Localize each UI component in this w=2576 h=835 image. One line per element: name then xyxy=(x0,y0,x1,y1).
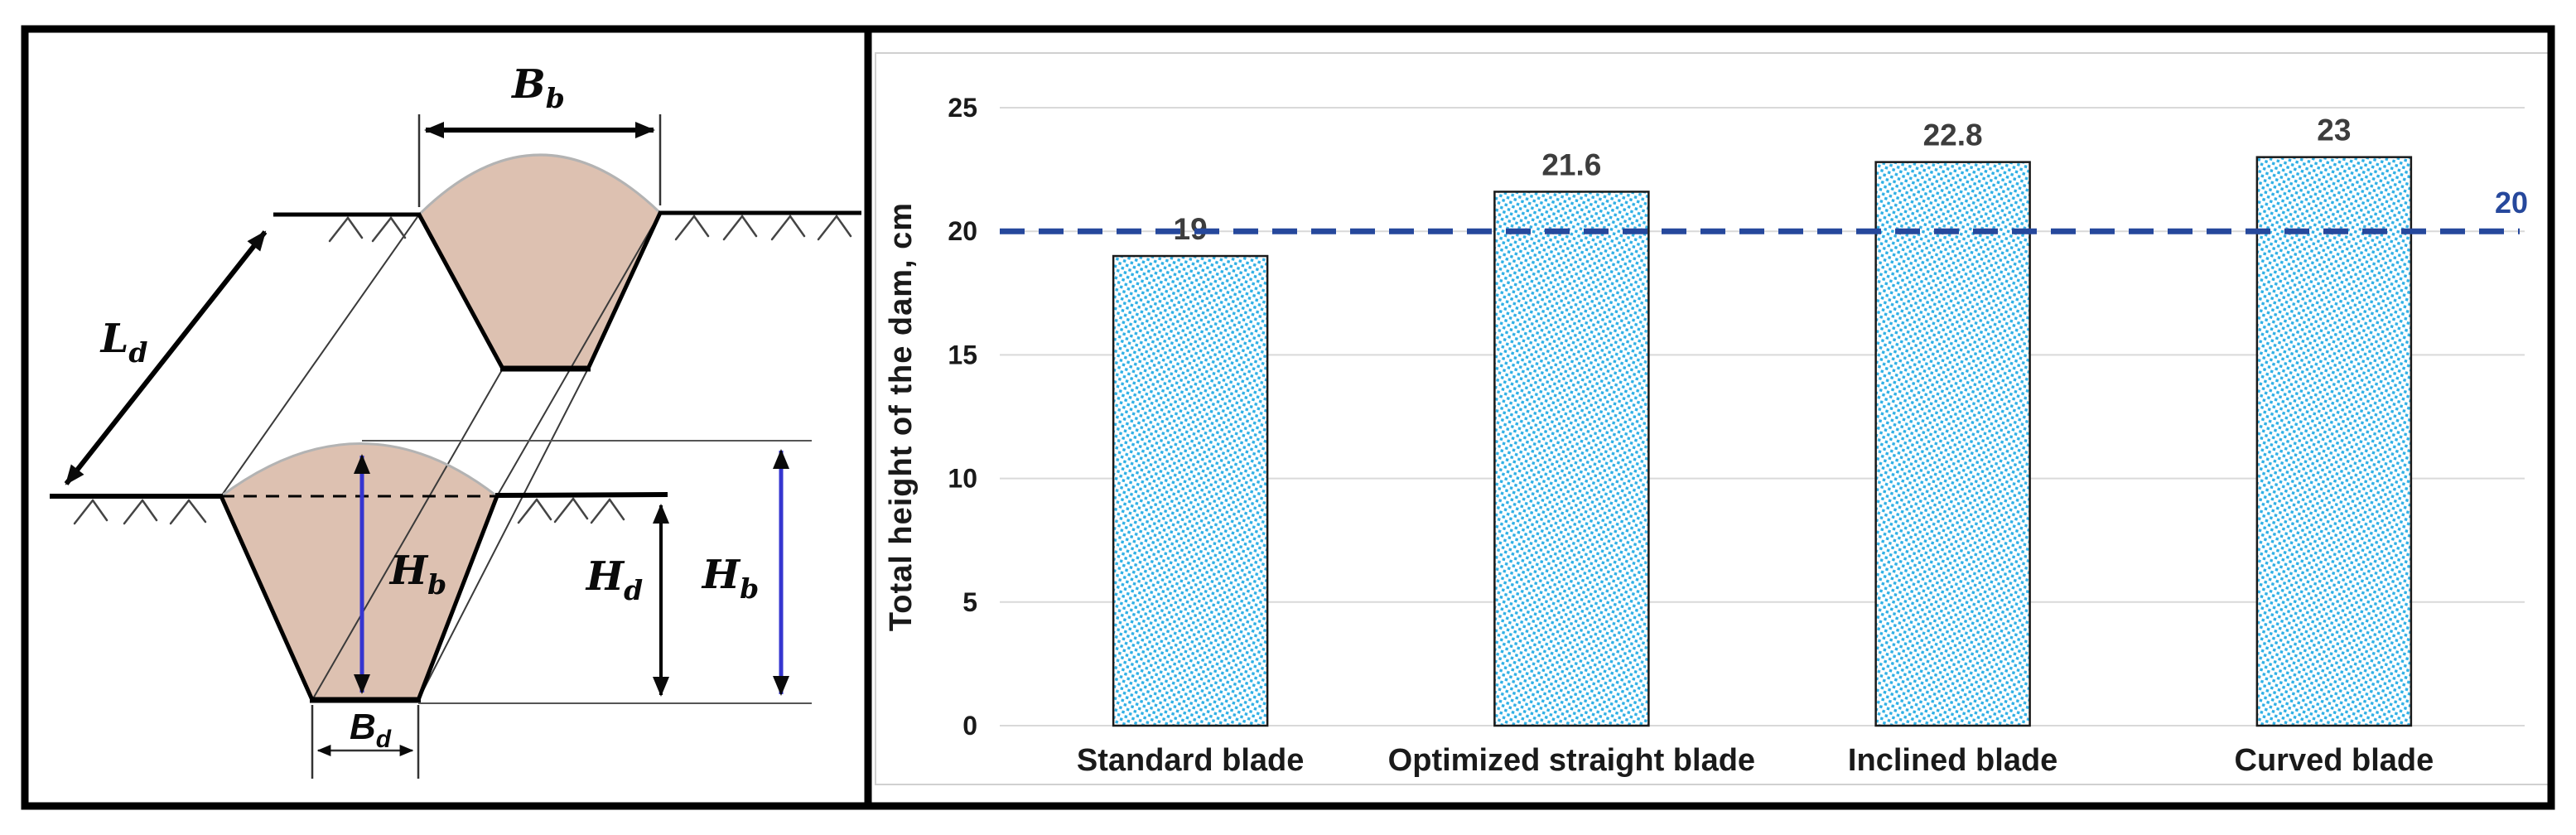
label-Hb-front: Hb xyxy=(388,548,446,601)
bar xyxy=(2255,156,2413,727)
bars xyxy=(1112,156,2413,727)
category-label: Optimized straight blade xyxy=(1388,743,1755,778)
y-tick-labels: 0 5 10 15 20 25 xyxy=(948,93,977,741)
dimension-Hd: Hd xyxy=(585,504,669,697)
dimension-Ld: Ld xyxy=(64,230,268,485)
label-Bb: Bb xyxy=(510,61,565,114)
y-tick-label: 25 xyxy=(948,93,977,123)
category-label: Curved blade xyxy=(2235,743,2434,778)
dam-diagram: Bb Ld Hb Hd Hb Bd xyxy=(50,61,861,779)
front-cross-section-fill xyxy=(221,443,497,700)
category-label: Inclined blade xyxy=(1848,743,2057,778)
dimension-Hb-front: Hb xyxy=(354,454,446,694)
category-label: Standard blade xyxy=(1077,743,1305,778)
label-Hb-right: Hb xyxy=(701,552,759,605)
ground-lines xyxy=(50,210,861,499)
x-category-labels: Standard blade Optimized straight blade In… xyxy=(1077,743,2434,778)
outer-border xyxy=(21,25,2555,810)
back-cross-section-fill xyxy=(419,154,660,369)
perspective-lines xyxy=(220,212,661,701)
label-Ld: Ld xyxy=(99,316,148,369)
bar-value-label: 23 xyxy=(2317,113,2351,147)
label-Hd: Hd xyxy=(585,553,643,606)
dimension-Hb-right: Hb xyxy=(701,449,789,696)
reference-line-label: 20 xyxy=(2495,186,2528,220)
reference-lines xyxy=(362,440,812,704)
y-tick-label: 0 xyxy=(962,711,977,741)
label-Bd: Bd xyxy=(350,707,392,753)
dimension-Bb: Bb xyxy=(417,61,662,207)
bar-value-label: 22.8 xyxy=(1923,118,1983,152)
y-tick-label: 15 xyxy=(948,340,977,369)
bar xyxy=(1874,161,2031,727)
back-cross-section-outline xyxy=(417,153,663,372)
dimension-Bd: Bd xyxy=(311,705,420,779)
y-tick-label: 10 xyxy=(948,464,977,494)
bar xyxy=(1493,191,1650,727)
reference-line-group: 20 xyxy=(1000,186,2528,234)
y-tick-label: 5 xyxy=(962,587,977,617)
bar-value-label: 21.6 xyxy=(1541,147,1601,181)
y-axis-title: Total height of the dam, cm xyxy=(884,202,919,631)
soil-hatch-marks xyxy=(73,215,852,525)
y-tick-label: 20 xyxy=(948,216,977,246)
bar xyxy=(1112,254,1269,727)
